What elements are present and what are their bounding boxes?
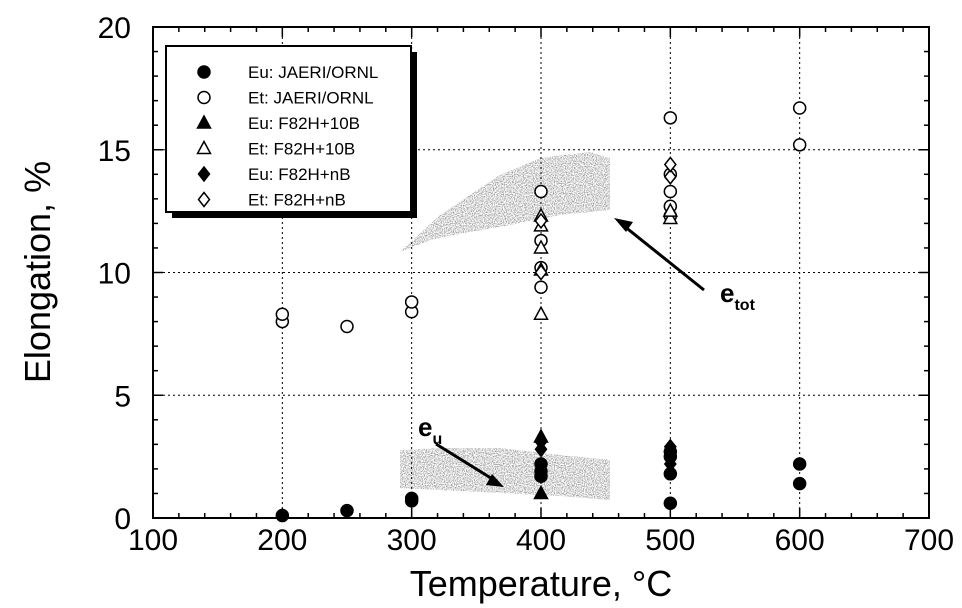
data-point-series-1 <box>534 184 548 199</box>
data-point-series-0 <box>340 503 354 518</box>
data-point-series-4 <box>663 438 677 456</box>
data-point-series-1 <box>663 111 678 125</box>
etot-arrow <box>623 224 705 292</box>
data-point-series-0 <box>792 457 807 471</box>
etot-scatter-band <box>400 152 610 252</box>
etot-annotation: etot <box>614 218 756 314</box>
y-tick-label: 20 <box>98 12 131 45</box>
data-point-series-1 <box>792 101 807 115</box>
data-point-series-0 <box>663 496 678 511</box>
data-point-series-5 <box>663 156 677 173</box>
data-markers <box>275 101 807 523</box>
data-point-series-3 <box>662 202 679 217</box>
legend-marker-4 <box>197 165 211 183</box>
legend-label-1: Et: JAERI/ORNL <box>248 89 374 108</box>
data-point-series-5 <box>534 264 548 281</box>
x-tick-label: 300 <box>387 524 437 557</box>
eu-annotation: eu <box>418 412 504 487</box>
data-point-series-1 <box>340 319 354 334</box>
legend-label-2: Eu: F82H+10B <box>248 114 360 133</box>
eu-label: eu <box>418 412 442 448</box>
eu-arrow <box>435 442 495 482</box>
etot-label: etot <box>720 278 756 314</box>
legend-label-0: Eu: JAERI/ORNL <box>248 63 378 82</box>
data-point-series-4 <box>534 433 548 451</box>
data-point-series-3 <box>533 305 549 320</box>
legend: Eu: JAERI/ORNL Et: JAERI/ORNL Eu: F82H+10B… <box>165 45 417 218</box>
data-point-series-0 <box>534 457 548 471</box>
data-point-series-0 <box>275 508 290 523</box>
data-point-series-3 <box>662 209 679 225</box>
data-point-series-5 <box>663 168 677 185</box>
data-point-series-1 <box>534 280 548 294</box>
data-point-series-0 <box>792 476 807 491</box>
tick-marks <box>152 26 930 519</box>
y-tick-label: 10 <box>98 258 131 291</box>
x-tick-label: 400 <box>516 524 566 557</box>
y-tick-label: 0 <box>114 503 131 536</box>
legend-label-4: Eu: F82H+nB <box>248 165 351 184</box>
data-point-series-0 <box>404 491 419 506</box>
legend-marker-3 <box>196 139 212 155</box>
eu-scatter-band <box>400 448 610 500</box>
scatter-bands <box>400 152 610 500</box>
x-tick-label: 700 <box>904 524 954 557</box>
x-tick-label: 200 <box>257 524 307 557</box>
x-tick-label: 600 <box>775 524 825 557</box>
legend-label-5: Et: F82H+nB <box>248 191 346 210</box>
x-tick-label: 100 <box>128 524 178 557</box>
legend-marker-0 <box>197 65 211 79</box>
x-axis-title: Temperature, °C <box>410 563 673 604</box>
x-tick-labels: 100 200 300 400 500 600 700 <box>128 524 954 557</box>
legend-marker-1 <box>197 90 211 105</box>
y-tick-label: 15 <box>98 135 131 168</box>
legend-label-3: Et: F82H+10B <box>248 140 355 159</box>
etot-arrowhead <box>614 218 633 232</box>
legend-marker-5 <box>197 191 211 208</box>
data-point-series-5 <box>534 212 548 230</box>
data-point-series-1 <box>792 138 807 152</box>
data-point-series-4 <box>663 455 677 473</box>
data-point-series-2 <box>533 484 549 500</box>
data-point-series-3 <box>533 239 549 254</box>
y-tick-label: 5 <box>114 380 131 413</box>
data-point-series-1 <box>275 307 290 321</box>
x-tick-label: 500 <box>645 524 695 557</box>
eu-arrowhead <box>486 474 504 487</box>
data-point-series-1 <box>663 184 678 199</box>
y-tick-labels: 0 5 10 15 20 <box>98 12 131 536</box>
data-point-series-1 <box>404 295 419 309</box>
legend-marker-2 <box>196 114 212 129</box>
y-axis-title: Elongation, % <box>17 161 58 383</box>
